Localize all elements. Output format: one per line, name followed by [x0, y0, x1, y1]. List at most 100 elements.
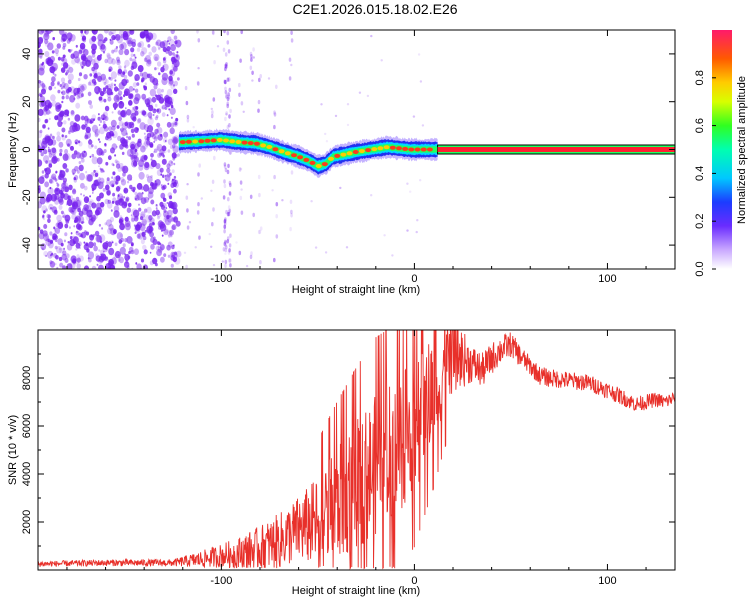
noise-speckle — [44, 119, 48, 124]
noise-speckle — [164, 106, 168, 111]
y-tick-label: 40 — [21, 48, 33, 60]
stray-speck — [380, 59, 383, 62]
noise-speckle — [161, 107, 164, 110]
stray-speck — [370, 34, 373, 38]
ridge-peak — [185, 139, 192, 144]
stray-speck — [271, 189, 274, 192]
noise-speckle — [143, 124, 149, 131]
noise-speckle — [51, 156, 58, 164]
noise-speckle — [165, 207, 168, 210]
noise-speckle — [96, 130, 99, 134]
noise-speckle — [49, 177, 55, 185]
noise-speckle — [91, 144, 94, 148]
noise-speckle — [43, 155, 50, 163]
noise-speckle — [144, 161, 150, 169]
noise-speckle — [167, 78, 174, 87]
noise-speckle — [166, 167, 171, 174]
noise-speckle — [61, 62, 64, 66]
noise-speckle — [51, 66, 54, 71]
streak-speck — [288, 57, 292, 62]
noise-speckle — [50, 193, 58, 202]
noise-speckle — [125, 144, 129, 149]
noise-speckle — [60, 242, 64, 247]
noise-speckle — [111, 183, 115, 188]
noise-speckle — [131, 41, 136, 48]
noise-speckle — [167, 182, 170, 185]
noise-speckle — [119, 217, 124, 223]
noise-speckle — [110, 119, 117, 128]
noise-speckle — [75, 242, 81, 249]
noise-speckle — [45, 254, 47, 257]
noise-speckle — [174, 217, 177, 220]
stray-speck — [208, 232, 211, 236]
noise-speckle — [64, 258, 69, 263]
noise-speckle — [85, 205, 92, 213]
noise-speckle — [156, 212, 162, 218]
noise-speckle — [102, 115, 107, 121]
ridge-peak — [216, 138, 223, 142]
noise-speckle — [116, 96, 120, 101]
noise-speckle — [120, 166, 126, 172]
noise-speckle — [58, 247, 61, 250]
noise-speckle — [107, 57, 114, 65]
noise-speckle — [120, 179, 127, 186]
noise-speckle — [109, 85, 113, 90]
noise-speckle — [65, 72, 68, 76]
noise-speckle — [146, 140, 151, 146]
noise-speckle — [159, 167, 164, 173]
noise-speckle — [119, 96, 123, 100]
noise-speckle — [67, 73, 74, 81]
streak-speck — [224, 52, 228, 57]
noise-speckle — [65, 64, 71, 71]
noise-speckle — [83, 194, 85, 197]
noise-speckle — [38, 117, 41, 123]
streak-speck — [240, 101, 244, 106]
noise-speckle — [173, 80, 178, 87]
streak-speck — [196, 80, 200, 86]
noise-speckle — [162, 154, 165, 158]
streak-speck — [259, 74, 263, 79]
noise-speckle — [75, 44, 78, 48]
noise-speckle — [102, 244, 109, 253]
noise-speckle — [47, 238, 50, 243]
noise-speckle — [165, 49, 170, 54]
ridge-peak — [321, 162, 328, 167]
noise-speckle — [126, 236, 133, 244]
noise-speckle — [92, 69, 98, 75]
noise-speckle — [49, 239, 54, 244]
noise-speckle — [115, 181, 118, 185]
noise-speckle — [99, 126, 105, 135]
noise-speckle — [158, 47, 161, 51]
noise-speckle — [102, 123, 107, 129]
noise-speckle — [94, 145, 98, 149]
noise-speckle — [131, 217, 135, 223]
noise-speckle — [80, 115, 85, 121]
noise-speckle — [130, 53, 134, 57]
noise-speckle — [91, 43, 97, 51]
noise-speckle — [159, 223, 167, 232]
noise-speckle — [106, 190, 111, 196]
noise-speckle — [85, 170, 88, 174]
noise-speckle — [53, 209, 58, 215]
noise-speckle — [100, 201, 105, 208]
noise-speckle — [133, 224, 136, 227]
noise-speckle — [57, 221, 64, 230]
noise-speckle — [57, 89, 61, 94]
ridge-peak — [253, 141, 260, 146]
noise-speckle — [102, 113, 106, 116]
noise-speckle — [100, 114, 106, 121]
ridge-peak — [426, 147, 433, 152]
stray-speck — [239, 167, 243, 171]
noise-speckle — [41, 175, 45, 179]
noise-speckle — [151, 96, 157, 103]
noise-speckle — [154, 108, 156, 111]
noise-speckle — [44, 181, 49, 188]
noise-speckle — [84, 30, 87, 34]
noise-speckle — [151, 46, 157, 53]
noise-speckle — [114, 79, 117, 82]
noise-speckle — [109, 39, 114, 45]
y-tick-label: 8000 — [21, 366, 33, 390]
noise-speckle — [92, 118, 96, 121]
noise-speckle — [74, 114, 81, 122]
noise-speckle — [145, 59, 152, 67]
